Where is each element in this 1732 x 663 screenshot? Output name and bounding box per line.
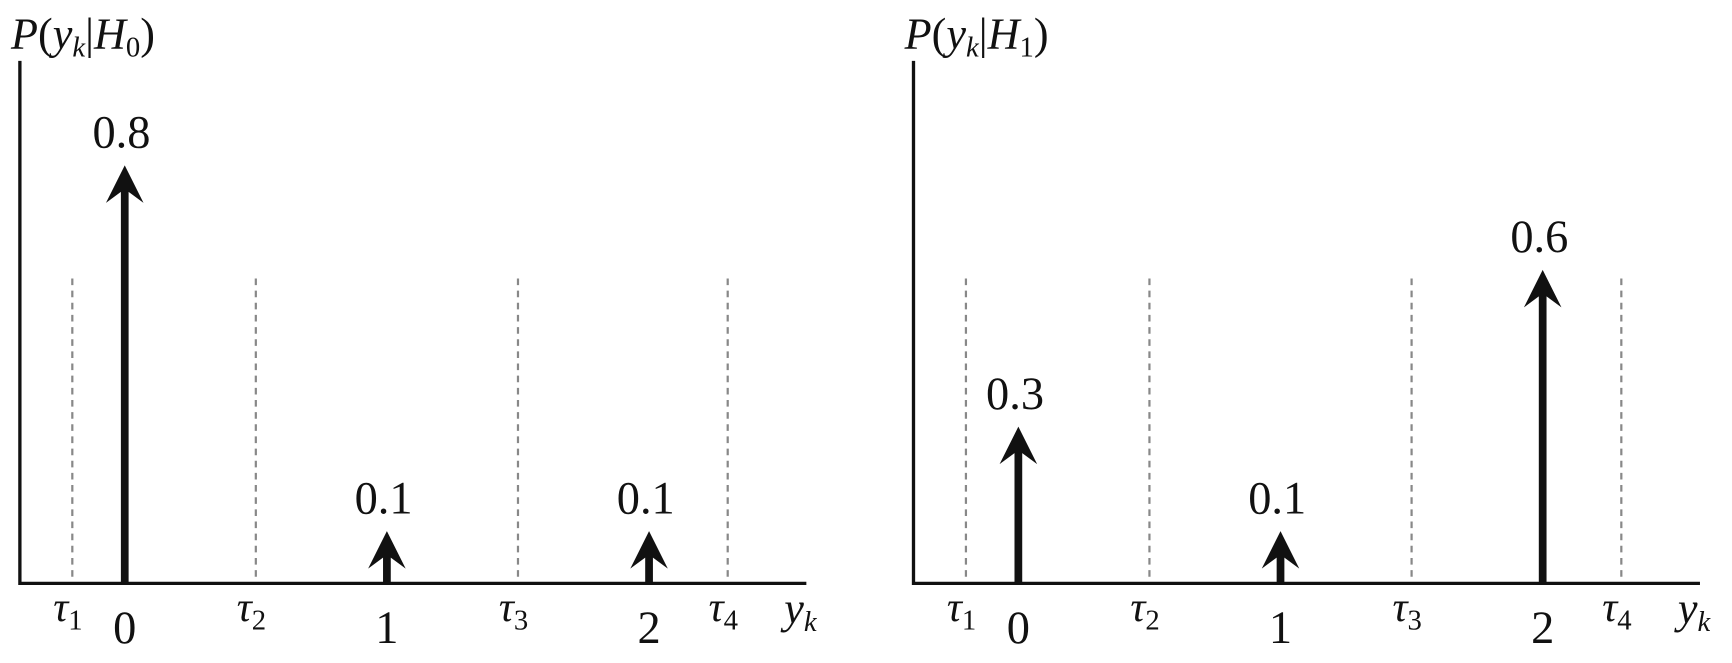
label-part: k (804, 606, 818, 638)
label-part: 0 (126, 32, 140, 64)
threshold-index: 3 (514, 605, 528, 637)
value-label: 0.8 (92, 108, 150, 159)
threshold-label: τ4 (1602, 585, 1631, 637)
label-part: 1 (1019, 32, 1033, 64)
label-part: | (979, 10, 988, 59)
x-tick-label: 1 (375, 603, 398, 654)
threshold-index: 4 (1617, 605, 1631, 637)
label-part: ) (1034, 10, 1049, 59)
threshold-symbol: τ (53, 585, 70, 631)
x-tick-label: 1 (1269, 603, 1292, 654)
label-part: y (49, 10, 73, 59)
threshold-symbol: τ (1392, 585, 1409, 631)
value-label: 0.3 (986, 369, 1044, 420)
threshold-symbol: τ (1130, 585, 1147, 631)
label-part: y (1674, 584, 1698, 633)
y-axis-label: P(yk|H0) (10, 10, 155, 64)
x-tick-label: 0 (1007, 603, 1030, 654)
threshold-index: 1 (68, 605, 82, 637)
threshold-label: τ1 (53, 585, 82, 637)
threshold-label: τ3 (499, 585, 528, 637)
label-part: k (966, 32, 980, 64)
label-part: ) (140, 10, 155, 59)
label-part: | (85, 10, 94, 59)
threshold-symbol: τ (1602, 585, 1619, 631)
threshold-label: τ4 (709, 585, 738, 637)
x-tick-label: 0 (113, 603, 136, 654)
stem-arrow (1261, 531, 1300, 584)
value-label: 0.1 (1248, 473, 1306, 524)
threshold-symbol: τ (709, 585, 726, 631)
value-label: 0.6 (1510, 212, 1568, 263)
threshold-index: 1 (962, 605, 976, 637)
threshold-symbol: τ (237, 585, 254, 631)
stem-arrow (630, 531, 668, 584)
stem-arrow (1523, 269, 1562, 584)
threshold-index: 2 (252, 605, 266, 637)
threshold-label: τ3 (1392, 585, 1421, 637)
label-part: P (10, 10, 38, 59)
threshold-index: 4 (724, 605, 738, 637)
stem-arrow (368, 531, 406, 584)
x-tick-label: 2 (1531, 603, 1554, 654)
threshold-symbol: τ (947, 585, 964, 631)
value-label: 0.1 (617, 473, 675, 524)
value-label: 0.1 (355, 473, 413, 524)
label-part: y (780, 584, 804, 633)
label-part: H (93, 10, 128, 59)
stem-arrow (105, 165, 144, 584)
label-part: P (904, 10, 932, 59)
threshold-index: 2 (1145, 605, 1159, 637)
x-tick-label: 2 (637, 603, 660, 654)
threshold-symbol: τ (499, 585, 516, 631)
x-axis-label: yk (780, 584, 818, 638)
label-part: ( (38, 10, 53, 59)
label-part: k (1697, 606, 1711, 638)
label-part: k (72, 32, 86, 64)
threshold-index: 3 (1408, 605, 1422, 637)
stem-arrow (999, 426, 1038, 584)
threshold-label: τ1 (947, 585, 976, 637)
threshold-label: τ2 (1130, 585, 1159, 637)
label-part: ( (932, 10, 947, 59)
x-axis-label: yk (1674, 584, 1712, 638)
label-part: H (987, 10, 1022, 59)
threshold-label: τ2 (237, 585, 266, 637)
y-axis-label: P(yk|H1) (904, 10, 1049, 64)
label-part: y (942, 10, 966, 59)
